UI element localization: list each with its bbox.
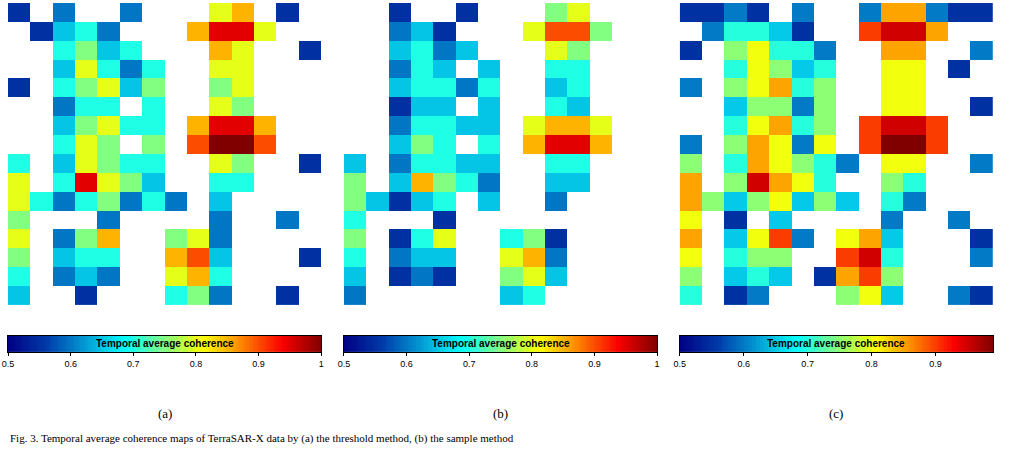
svg-text:1: 1 <box>655 359 660 369</box>
svg-text:Temporal average coherence: Temporal average coherence <box>767 338 905 349</box>
svg-text:0.6: 0.6 <box>64 359 77 369</box>
svg-text:(b): (b) <box>493 406 508 421</box>
svg-text:0.8: 0.8 <box>865 359 878 369</box>
svg-text:Temporal average coherence: Temporal average coherence <box>432 338 570 349</box>
svg-text:(c): (c) <box>829 406 843 421</box>
svg-text:0.6: 0.6 <box>400 359 413 369</box>
svg-text:0.6: 0.6 <box>737 359 750 369</box>
svg-text:0.9: 0.9 <box>588 359 601 369</box>
svg-text:0.9: 0.9 <box>252 359 265 369</box>
svg-text:0.7: 0.7 <box>463 359 476 369</box>
svg-text:0.7: 0.7 <box>801 359 814 369</box>
svg-text:0.8: 0.8 <box>190 359 203 369</box>
svg-text:0.5: 0.5 <box>338 359 351 369</box>
svg-text:0.9: 0.9 <box>929 359 942 369</box>
svg-text:0.5: 0.5 <box>2 359 15 369</box>
svg-text:1: 1 <box>319 359 324 369</box>
svg-text:(a): (a) <box>158 406 172 421</box>
svg-text:0.8: 0.8 <box>526 359 539 369</box>
svg-text:0.5: 0.5 <box>674 359 687 369</box>
svg-text:Fig. 3. Temporal average coher: Fig. 3. Temporal average coherence maps … <box>10 432 514 445</box>
svg-text:Temporal average coherence: Temporal average coherence <box>96 338 234 349</box>
svg-text:0.7: 0.7 <box>127 359 140 369</box>
